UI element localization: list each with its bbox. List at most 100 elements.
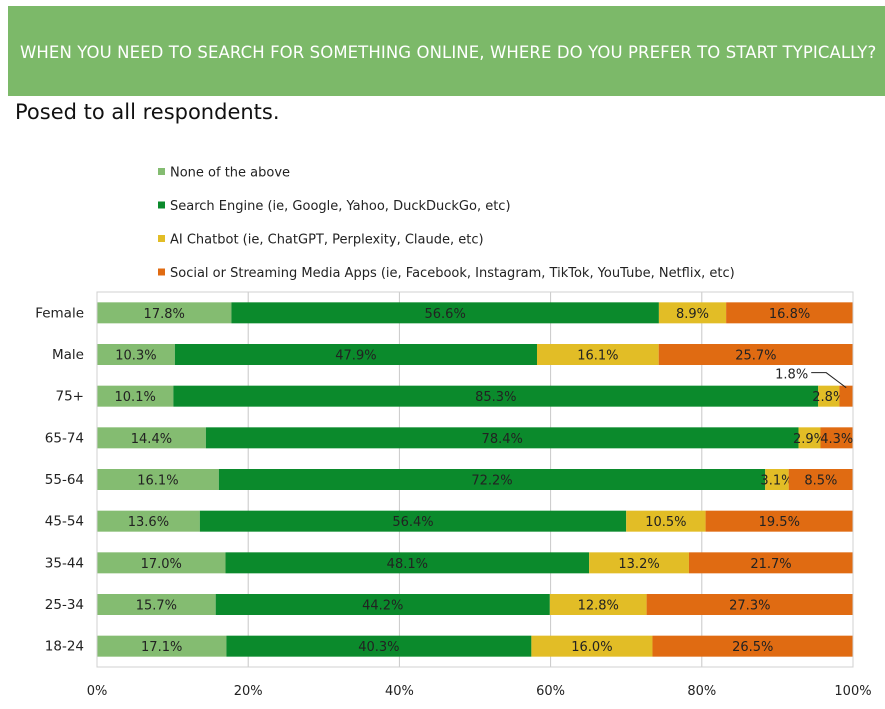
data-label-18-24-series-3: 16.0% (571, 640, 612, 655)
bar-55-64-series-1 (97, 469, 219, 490)
data-label-female-series-2: 56.6% (425, 307, 466, 322)
bar-male-series-1 (97, 344, 175, 365)
legend-label-1: None of the above (170, 166, 290, 181)
data-label-55-64-series-4: 8.5% (804, 474, 837, 489)
bar-55-64-series-2 (218, 469, 766, 490)
question-title: WHEN YOU NEED TO SEARCH FOR SOMETHING ON… (20, 43, 877, 62)
data-label-65-74-series-3: 2.9% (793, 432, 826, 447)
data-label-female-series-1: 17.8% (144, 307, 185, 322)
respondents-note: Posed to all respondents. (15, 100, 280, 124)
bar-45-54-series-2 (199, 510, 627, 532)
legend-swatch-3 (158, 235, 165, 242)
x-tick-label-4: 80% (687, 684, 716, 699)
data-label-75-series-3: 2.8% (812, 390, 845, 405)
data-label-male-series-4: 25.7% (735, 349, 776, 364)
category-label-65-74: 65-74 (45, 430, 84, 446)
bar-35-44-series-1 (97, 552, 226, 574)
data-label-75-series-4: 1.8% (775, 368, 808, 383)
data-label-25-34-series-1: 15.7% (136, 599, 177, 614)
data-label-25-34-series-2: 44.2% (362, 599, 403, 614)
data-label-45-54-series-3: 10.5% (645, 515, 686, 530)
data-label-45-54-series-2: 56.4% (392, 515, 433, 530)
data-label-75-series-2: 85.3% (475, 390, 516, 405)
bar-male-series-3 (536, 344, 659, 365)
bar-male-series-2 (174, 344, 537, 365)
legend-label-2: Search Engine (ie, Google, Yahoo, DuckDu… (170, 199, 511, 214)
bar-35-44-series-3 (589, 552, 689, 574)
bar-75-series-4 (839, 385, 853, 407)
category-label-55-64: 55-64 (45, 472, 84, 488)
x-tick-label-5: 100% (834, 684, 871, 699)
bar-35-44-series-2 (225, 552, 590, 574)
data-label-65-74-series-1: 14.4% (131, 432, 172, 447)
bar-25-34-series-2 (215, 594, 550, 615)
bar-65-74-series-1 (97, 427, 206, 449)
bar-female-series-2 (231, 302, 659, 324)
data-label-female-series-3: 8.9% (676, 307, 709, 322)
data-label-55-64-series-1: 16.1% (137, 474, 178, 489)
plot-area-border (96, 291, 854, 668)
bar-35-44-series-4 (688, 552, 853, 574)
legend-label-3: AI Chatbot (ie, ChatGPT, Perplexity, Cla… (170, 233, 484, 248)
bar-65-74-series-3 (798, 427, 821, 449)
data-label-female-series-4: 16.8% (769, 307, 810, 322)
data-label-18-24-series-1: 17.1% (141, 640, 182, 655)
data-label-45-54-series-4: 19.5% (759, 515, 800, 530)
bar-female-series-4 (726, 302, 853, 324)
bar-65-74-series-4 (820, 427, 853, 449)
data-label-75-series-1: 10.1% (115, 390, 156, 405)
data-label-65-74-series-2: 78.4% (482, 432, 523, 447)
bar-18-24-series-4 (652, 635, 853, 657)
bar-25-34-series-3 (549, 594, 647, 615)
category-label-45-54: 45-54 (45, 514, 84, 530)
legend-swatch-1 (158, 168, 165, 175)
legend-swatch-4 (158, 268, 165, 276)
x-tick-label-2: 40% (385, 684, 414, 699)
category-label-female: Female (35, 305, 84, 321)
bar-45-54-series-4 (705, 510, 853, 532)
data-label-male-series-3: 16.1% (577, 349, 618, 364)
bar-75-series-2 (173, 385, 819, 407)
data-label-male-series-2: 47.9% (335, 349, 376, 364)
question-header: WHEN YOU NEED TO SEARCH FOR SOMETHING ON… (8, 6, 885, 96)
legend-label-4: Social or Streaming Media Apps (ie, Face… (170, 266, 735, 281)
x-tick-label-0: 0% (87, 684, 108, 699)
data-label-35-44-series-2: 48.1% (387, 557, 428, 572)
bar-75-series-1 (97, 385, 174, 407)
data-label-male-series-1: 10.3% (115, 349, 156, 364)
bar-25-34-series-4 (646, 594, 853, 615)
category-label-35-44: 35-44 (45, 555, 84, 571)
bar-25-34-series-1 (97, 594, 216, 615)
category-label-25-34: 25-34 (45, 597, 84, 613)
category-label-male: Male (52, 347, 84, 363)
x-tick-label-1: 20% (234, 684, 263, 699)
bar-18-24-series-1 (97, 635, 227, 657)
data-label-18-24-series-2: 40.3% (358, 640, 399, 655)
bar-55-64-series-4 (788, 469, 853, 490)
bar-75-series-3 (818, 385, 840, 407)
bar-18-24-series-2 (226, 635, 532, 657)
bar-55-64-series-3 (765, 469, 789, 490)
data-label-35-44-series-3: 13.2% (618, 557, 659, 572)
bar-female-series-3 (658, 302, 727, 324)
data-label-35-44-series-1: 17.0% (141, 557, 182, 572)
data-label-55-64-series-2: 72.2% (471, 474, 512, 489)
data-label-65-74-series-4: 4.3% (820, 432, 853, 447)
category-label-75: 75+ (56, 389, 85, 405)
category-label-18-24: 18-24 (45, 639, 84, 655)
data-label-45-54-series-1: 13.6% (128, 515, 169, 530)
data-label-18-24-series-4: 26.5% (732, 640, 773, 655)
bar-65-74-series-2 (205, 427, 799, 449)
data-label-25-34-series-4: 27.3% (729, 599, 770, 614)
x-tick-label-3: 60% (536, 684, 565, 699)
bar-45-54-series-1 (97, 510, 200, 532)
bar-45-54-series-3 (626, 510, 706, 532)
data-label-35-44-series-4: 21.7% (750, 557, 791, 572)
bar-18-24-series-3 (531, 635, 653, 657)
bar-male-series-4 (658, 344, 853, 365)
data-label-55-64-series-3: 3.1% (760, 474, 793, 489)
bar-female-series-1 (97, 302, 232, 324)
legend-swatch-2 (158, 201, 165, 209)
data-label-25-34-series-3: 12.8% (578, 599, 619, 614)
